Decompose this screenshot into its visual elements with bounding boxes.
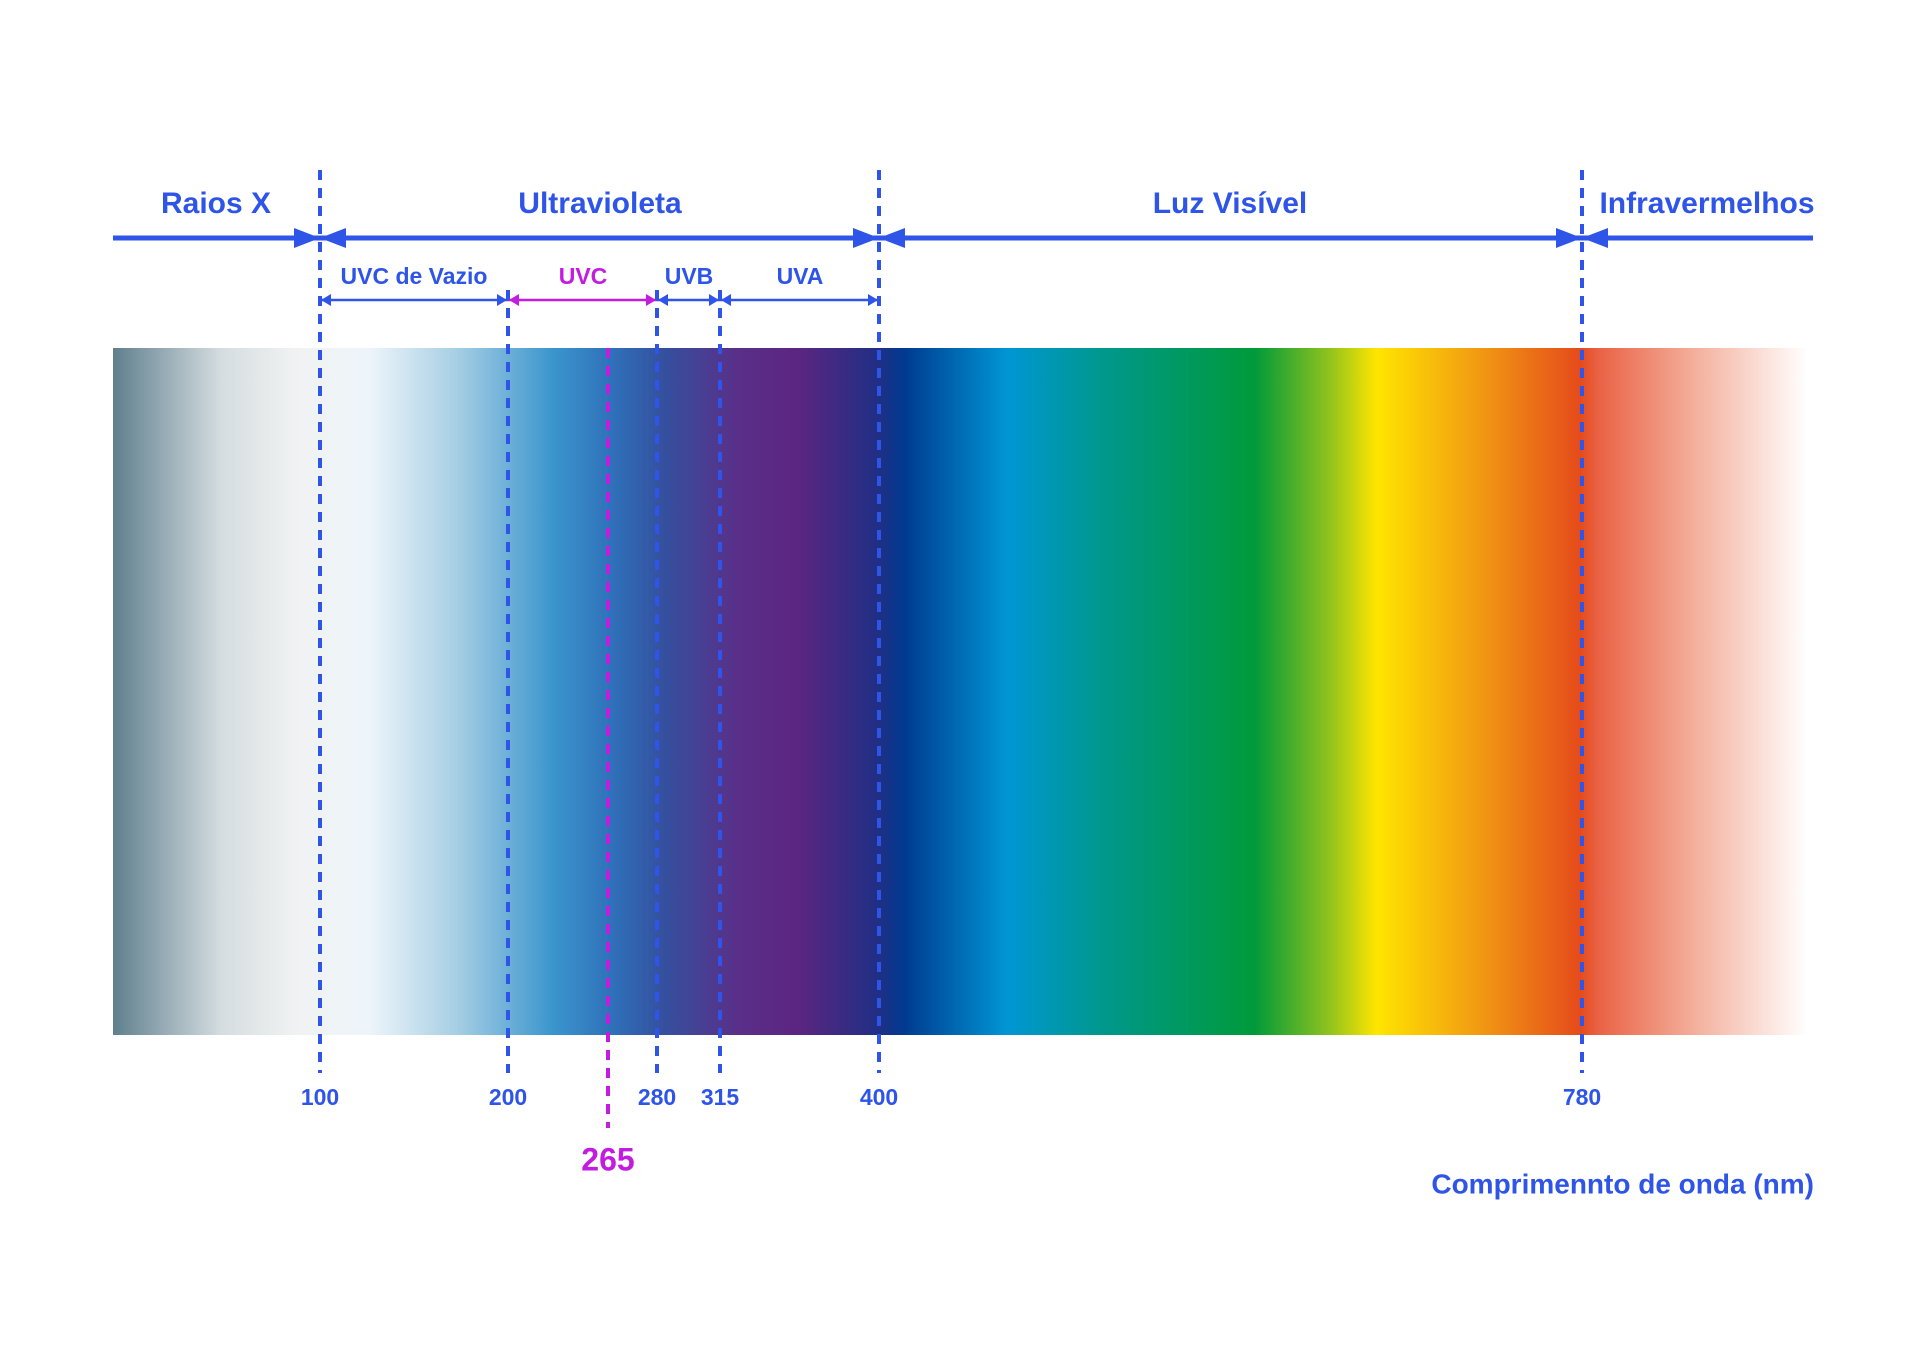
arrow-head <box>879 228 905 248</box>
arrow-head <box>497 294 507 306</box>
band-label: UVC de Vazio <box>341 263 488 289</box>
arrow-head <box>646 294 656 306</box>
wavelength-label: 200 <box>489 1084 527 1110</box>
arrow-head <box>721 294 731 306</box>
spectrum-band <box>113 348 1807 1035</box>
arrow-head <box>709 294 719 306</box>
highlight-label: 265 <box>581 1141 634 1177</box>
wavelength-label: 780 <box>1563 1084 1601 1110</box>
band-label: UVB <box>665 263 714 289</box>
arrow-head <box>658 294 668 306</box>
wavelength-label: 280 <box>638 1084 676 1110</box>
band-label: UVA <box>777 263 824 289</box>
arrow-head <box>853 228 879 248</box>
arrow-head <box>1582 228 1608 248</box>
region-label: Luz Visível <box>1153 187 1308 220</box>
arrow-head <box>509 294 519 306</box>
wavelength-label: 100 <box>301 1084 339 1110</box>
arrow-head <box>868 294 878 306</box>
wavelength-label: 315 <box>701 1084 740 1110</box>
arrow-head <box>320 228 346 248</box>
region-label: Infravermelhos <box>1599 187 1814 220</box>
arrow-head <box>294 228 320 248</box>
wavelength-label: 400 <box>860 1084 898 1110</box>
band-label: UVC <box>559 263 608 289</box>
region-label: Ultravioleta <box>518 187 682 220</box>
arrow-head <box>1556 228 1582 248</box>
arrow-head <box>321 294 331 306</box>
axis-label: Comprimennto de onda (nm) <box>1431 1168 1814 1199</box>
region-label: Raios X <box>161 187 271 220</box>
